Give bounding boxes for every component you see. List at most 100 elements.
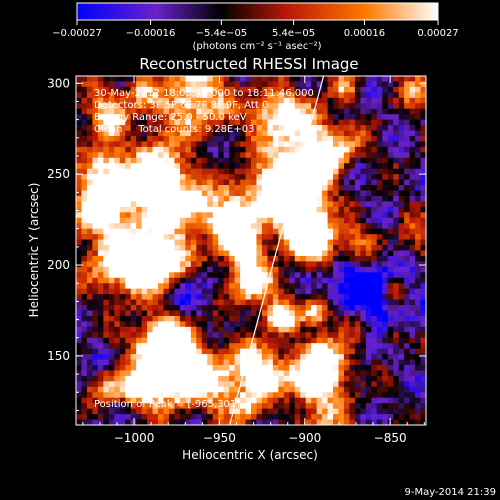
heatmap-cell	[185, 92, 192, 99]
heatmap-cell	[212, 381, 219, 388]
heatmap-cell	[327, 135, 334, 143]
heatmap-cell	[108, 315, 115, 322]
heatmap-cell	[81, 337, 88, 344]
heatmap-cell	[365, 103, 372, 110]
heatmap-cell	[108, 288, 115, 295]
heatmap-cell	[398, 283, 405, 290]
heatmap-cell	[125, 190, 132, 197]
heatmap-cell	[81, 212, 88, 219]
heatmap-cell	[343, 266, 351, 273]
heatmap-cell	[141, 397, 148, 404]
heatmap-cell	[261, 141, 269, 148]
heatmap-cell	[207, 255, 214, 262]
heatmap-cell	[163, 321, 170, 328]
heatmap-cell	[76, 283, 83, 290]
heatmap-cell	[294, 255, 301, 262]
heatmap-cell	[267, 283, 274, 290]
heatmap-cell	[322, 370, 329, 377]
heatmap-cell	[218, 392, 225, 399]
heatmap-cell	[163, 419, 170, 425]
heatmap-cell	[190, 277, 197, 284]
heatmap-cell	[185, 283, 192, 290]
heatmap-cell	[229, 343, 236, 350]
heatmap-cell	[218, 223, 225, 230]
heatmap-cell	[316, 174, 323, 181]
heatmap-cell	[398, 92, 405, 99]
heatmap-cell	[212, 92, 219, 99]
heatmap-cell	[415, 201, 422, 208]
heatmap-cell	[201, 97, 208, 104]
heatmap-cell	[393, 299, 400, 306]
heatmap-cell	[190, 261, 197, 268]
heatmap-cell	[354, 206, 361, 213]
heatmap-cell	[305, 354, 312, 361]
heatmap-cell	[81, 370, 88, 377]
heatmap-cell	[365, 354, 372, 361]
heatmap-cell	[125, 125, 132, 132]
heatmap-cell	[294, 130, 301, 137]
heatmap-cell	[371, 217, 378, 224]
heatmap-cell	[136, 206, 143, 213]
heatmap-cell	[212, 201, 219, 208]
heatmap-cell	[267, 168, 274, 175]
heatmap-cell	[86, 310, 94, 317]
heatmap-cell	[141, 343, 148, 350]
heatmap-cell	[261, 97, 269, 104]
heatmap-cell	[240, 223, 247, 230]
heatmap-cell	[251, 392, 258, 399]
heatmap-cell	[201, 397, 208, 404]
heatmap-cell	[371, 386, 378, 393]
heatmap-cell	[349, 332, 356, 339]
heatmap-cell	[343, 305, 351, 312]
heatmap-cell	[267, 403, 274, 410]
heatmap-cell	[201, 125, 208, 132]
heatmap-cell	[240, 201, 247, 208]
heatmap-cell	[404, 321, 411, 328]
heatmap-cell	[354, 315, 361, 322]
heatmap-cell	[207, 185, 214, 192]
heatmap-cell	[283, 250, 290, 257]
heatmap-cell	[365, 277, 372, 284]
heatmap-cell	[409, 381, 416, 388]
heatmap-cell	[409, 234, 416, 241]
heatmap-cell	[360, 245, 367, 252]
heatmap-cell	[278, 272, 285, 279]
heatmap-cell	[415, 245, 422, 252]
heatmap-cell	[409, 114, 416, 121]
heatmap-cell	[327, 168, 334, 175]
heatmap-cell	[229, 288, 236, 295]
heatmap-cell	[201, 179, 208, 186]
heatmap-cell	[163, 141, 170, 148]
heatmap-cell	[119, 217, 126, 224]
heatmap-cell	[294, 337, 301, 344]
heatmap-cell	[152, 397, 159, 404]
heatmap-cell	[152, 332, 159, 339]
heatmap-cell	[190, 370, 197, 377]
heatmap-cell	[130, 103, 137, 110]
heatmap-cell	[141, 365, 148, 372]
heatmap-cell	[289, 354, 296, 361]
heatmap-cell	[278, 152, 285, 159]
heatmap-cell	[86, 375, 94, 382]
heatmap-cell	[343, 403, 351, 410]
heatmap-cell	[420, 135, 426, 143]
heatmap-cell	[261, 76, 269, 83]
heatmap-cell	[190, 119, 197, 126]
heatmap-cell	[174, 217, 181, 224]
heatmap-cell	[185, 305, 192, 312]
heatmap-cell	[289, 359, 296, 366]
heatmap-cell	[234, 255, 241, 262]
heatmap-cell	[327, 174, 334, 181]
heatmap-cell	[185, 103, 192, 110]
heatmap-cell	[371, 108, 378, 115]
heatmap-cell	[245, 146, 252, 153]
heatmap-cell	[398, 86, 405, 93]
heatmap-cell	[218, 81, 225, 88]
heatmap-cell	[201, 130, 208, 137]
heatmap-cell	[409, 354, 416, 361]
heatmap-cell	[289, 125, 296, 132]
heatmap-cell	[272, 392, 279, 399]
heatmap-cell	[365, 414, 372, 421]
heatmap-cell	[201, 255, 208, 262]
heatmap-cell	[168, 315, 176, 322]
